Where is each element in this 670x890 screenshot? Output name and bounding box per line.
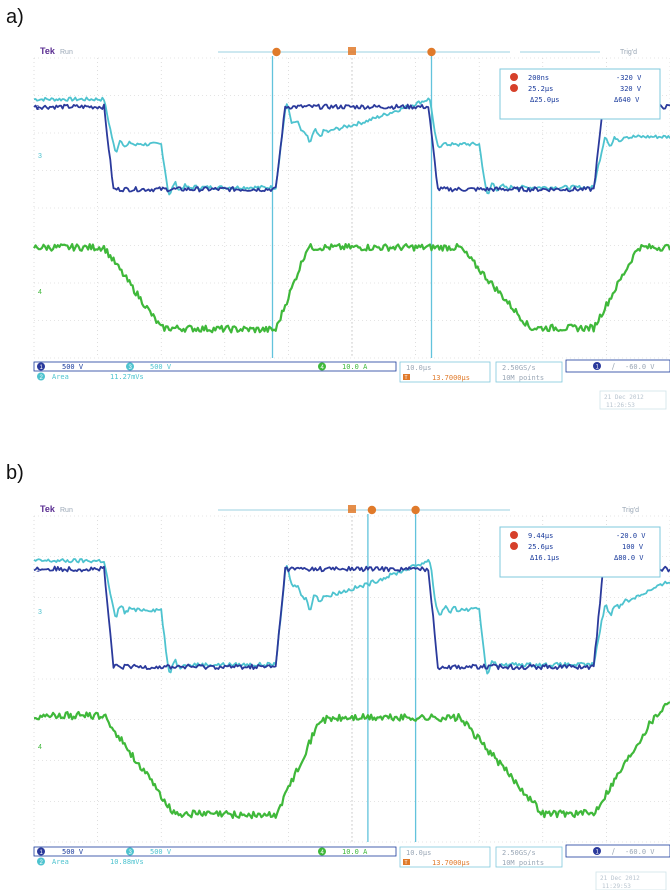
panel-label-b: b): [6, 462, 24, 484]
ch4-marker: 4: [38, 744, 42, 751]
trace-ch4: [33, 701, 670, 820]
date: 21 Dec 2012: [600, 875, 640, 882]
ch4-num: 4: [321, 850, 325, 856]
cursors: [348, 505, 420, 842]
time-pos-prefix: T: [405, 375, 408, 381]
trace-line-ch3: [33, 96, 670, 196]
trace-line-ch4: [33, 243, 670, 334]
trigger-position-marker: [348, 505, 356, 513]
sample-rate: 2.50GS/s: [502, 364, 536, 372]
points: 10M points: [502, 859, 544, 867]
sample-rate: 2.50GS/s: [502, 849, 536, 857]
trigger-position-marker: [348, 47, 356, 55]
readout-b-volt: 320 V: [620, 85, 642, 93]
meas-ch-num: 2: [40, 860, 44, 866]
ch3-num: 3: [129, 365, 133, 371]
ch3-scale: 500 V: [150, 363, 172, 371]
trace-line-ch1: [33, 565, 670, 671]
trace-ch1: 1: [33, 103, 670, 193]
readout-b-volt: 100 V: [622, 543, 644, 551]
cursor-a-marker[interactable]: [272, 47, 281, 57]
readout-delta-volt: Δ640 V: [614, 96, 640, 104]
ch4-scale: 10.0 A: [342, 363, 368, 371]
readout-a-volt: -20.0 V: [616, 532, 646, 540]
timebase: 10.0µs: [406, 849, 431, 857]
meas-ch-num: 2: [40, 375, 44, 381]
cursor-readout: 9.44µs -20.0 V 25.6µs 100 V Δ16.1µs Δ80.…: [499, 526, 661, 578]
ch3-marker: 3: [38, 153, 42, 160]
cursor-a-marker[interactable]: [367, 505, 377, 515]
run-label: Run: [60, 49, 73, 56]
trace-line-ch4: [33, 701, 670, 820]
cursor-b-marker[interactable]: [427, 47, 436, 57]
ch4-scale: 10.0 A: [342, 848, 368, 856]
ch1-num: 1: [40, 365, 44, 371]
ch3-marker: 3: [38, 609, 42, 616]
ch4-num: 4: [321, 365, 325, 371]
panel-label-a: a): [6, 6, 24, 28]
cursor-readout: 200ns -320 V 25.2µs 320 V Δ25.0µs Δ640 V: [499, 68, 661, 120]
ch4-marker: 4: [38, 289, 42, 296]
readout-a-time: 200ns: [528, 74, 549, 82]
readout-delta-time: Δ25.0µs: [530, 96, 560, 104]
brand-label: Tek: [40, 504, 56, 514]
meas-label: Area: [52, 858, 69, 866]
ch1-level-marker: 1: [36, 567, 40, 574]
time-pos: 13.7000µs: [432, 859, 470, 867]
timebase: 10.0µs: [406, 364, 431, 372]
meas-value: 10.88mVs: [110, 858, 144, 866]
trig-status: Trig'd: [620, 49, 637, 56]
meas-label: Area: [52, 373, 69, 381]
readout-delta-time: Δ16.1µs: [530, 554, 560, 562]
time-pos: 13.7000µs: [432, 374, 470, 382]
time-pos-prefix: T: [405, 860, 408, 866]
ch1-num: 1: [40, 850, 44, 856]
trace-ch3: [33, 96, 670, 196]
ch1-scale: 500 V: [62, 848, 84, 856]
status-bar: 1 500 V 3 500 V 4 10.0 A 2 Area 11.27mVs…: [33, 359, 670, 410]
brand-label: Tek: [40, 46, 56, 56]
readout-a-time: 9.44µs: [528, 532, 553, 540]
trig-status: Trig'd: [622, 507, 639, 514]
trig-level: -60.0 V: [625, 848, 655, 856]
ch3-num: 3: [129, 850, 133, 856]
clock: 11:26:53: [606, 402, 635, 409]
trig-slope-icon: ∕: [612, 847, 615, 856]
trig-src: 1: [596, 850, 600, 856]
graticule: [33, 57, 670, 359]
date: 21 Dec 2012: [604, 394, 644, 401]
ch1-scale: 500 V: [62, 363, 84, 371]
status-bar: 1 500 V 3 500 V 4 10.0 A 2 Area 10.88mVs…: [33, 844, 670, 890]
trig-level: -60.0 V: [625, 363, 655, 371]
run-label: Run: [60, 507, 73, 514]
trace-line-ch1: [33, 103, 670, 193]
readout-b-time: 25.2µs: [528, 85, 553, 93]
ch1-level-marker: 1: [36, 105, 40, 112]
cursor-b-marker[interactable]: [411, 505, 420, 515]
trace-ch4: [33, 243, 670, 334]
points: 10M points: [502, 374, 544, 382]
readout-delta-volt: Δ80.0 V: [614, 554, 644, 562]
trace-ch1: 1: [33, 565, 670, 671]
ch3-scale: 500 V: [150, 848, 172, 856]
trig-src: 1: [596, 365, 600, 371]
readout-a-volt: -320 V: [616, 74, 642, 82]
trig-slope-icon: ∕: [612, 362, 615, 371]
meas-value: 11.27mVs: [110, 373, 144, 381]
clock: 11:29:53: [602, 883, 631, 890]
readout-b-time: 25.6µs: [528, 543, 553, 551]
